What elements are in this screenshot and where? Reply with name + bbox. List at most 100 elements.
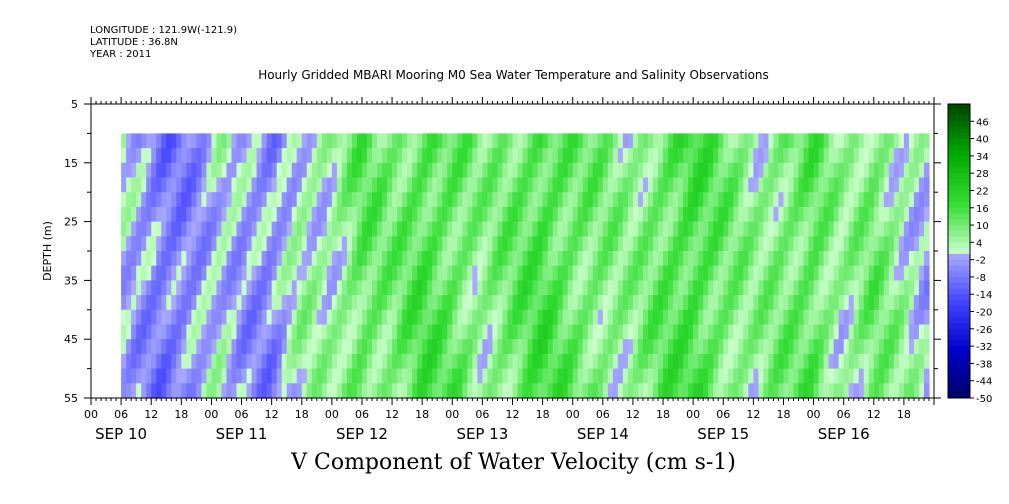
- heatmap-cell: [547, 162, 554, 179]
- heatmap-cell: [477, 265, 483, 281]
- heatmap-cell: [557, 280, 564, 296]
- heatmap-cell: [492, 192, 499, 208]
- heatmap-cell: [582, 148, 589, 164]
- heatmap-cell: [658, 192, 664, 208]
- heatmap-cell: [898, 324, 905, 340]
- heatmap-cell: [392, 221, 398, 237]
- heatmap-cell: [853, 383, 860, 399]
- heatmap-cell: [632, 280, 639, 296]
- heatmap-cell: [858, 206, 865, 223]
- heatmap-cell: [251, 221, 258, 237]
- heatmap-cell: [166, 236, 172, 252]
- heatmap-cell: [256, 148, 263, 164]
- heatmap-cell: [778, 133, 785, 149]
- heatmap-cell: [693, 236, 699, 252]
- heatmap-cell: [768, 177, 775, 193]
- heatmap-cell: [883, 236, 890, 252]
- heatmap-cell: [567, 280, 574, 296]
- heatmap-cell: [537, 133, 544, 149]
- heatmap-cell: [447, 309, 453, 326]
- heatmap-cell: [141, 192, 147, 208]
- heatmap-cell: [858, 133, 865, 149]
- heatmap-cell: [392, 133, 398, 149]
- heatmap-cell: [733, 295, 739, 311]
- heatmap-cell: [683, 251, 689, 267]
- heatmap-cell: [622, 221, 629, 237]
- heatmap-cell: [432, 221, 438, 237]
- heatmap-cell: [532, 368, 539, 384]
- heatmap-cell: [567, 368, 574, 384]
- heatmap-cell: [617, 295, 624, 311]
- heatmap-cell: [266, 221, 273, 237]
- heatmap-cell: [748, 206, 754, 223]
- heatmap-cell: [452, 192, 458, 208]
- heatmap-cell: [221, 324, 228, 340]
- heatmap-cell: [522, 133, 529, 149]
- heatmap-cell: [226, 295, 233, 311]
- heatmap-cell: [718, 251, 724, 267]
- heatmap-cell: [758, 148, 764, 164]
- heatmap-cell: [778, 221, 785, 237]
- heatmap-cell: [366, 221, 373, 237]
- heatmap-cell: [733, 353, 739, 370]
- heatmap-cell: [678, 206, 684, 223]
- heatmap-cell: [467, 133, 473, 149]
- heatmap-cell: [372, 339, 378, 355]
- heatmap-cell: [146, 383, 152, 399]
- heatmap-cell: [236, 309, 243, 326]
- heatmap-cell: [407, 339, 413, 355]
- heatmap-cell: [783, 368, 790, 384]
- heatmap-cell: [427, 221, 433, 237]
- heatmap-cell: [251, 324, 258, 340]
- heatmap-cell: [557, 177, 564, 193]
- heatmap-cell: [888, 148, 895, 164]
- heatmap-cell: [738, 368, 744, 384]
- heatmap-cell: [868, 177, 875, 193]
- heatmap-cell: [542, 192, 549, 208]
- heatmap-cell: [341, 383, 348, 399]
- heatmap-cell: [306, 324, 313, 340]
- heatmap-cell: [647, 309, 654, 326]
- heatmap-cell: [432, 236, 438, 252]
- heatmap-cell: [542, 148, 549, 164]
- heatmap-cell: [286, 221, 293, 237]
- heatmap-cell: [231, 206, 238, 223]
- heatmap-cell: [472, 353, 478, 370]
- heatmap-cell: [201, 251, 208, 267]
- heatmap-cell: [673, 324, 679, 340]
- heatmap-cell: [437, 221, 443, 237]
- heatmap-cell: [858, 177, 865, 193]
- heatmap-cell: [462, 339, 468, 355]
- heatmap-cell: [863, 295, 870, 311]
- heatmap-cell: [653, 265, 659, 281]
- heatmap-cell: [266, 324, 273, 340]
- heatmap-cell: [502, 368, 509, 384]
- heatmap-cell: [422, 133, 428, 149]
- heatmap-cell: [251, 295, 258, 311]
- heatmap-cell: [642, 221, 649, 237]
- heatmap-cell: [673, 383, 679, 399]
- heatmap-cell: [176, 383, 182, 399]
- heatmap-cell: [743, 236, 749, 252]
- heatmap-cell: [903, 383, 910, 399]
- heatmap-cell: [341, 353, 348, 370]
- heatmap-cell: [146, 251, 152, 267]
- heatmap-cell: [552, 368, 559, 384]
- heatmap-cell: [658, 324, 664, 340]
- heatmap-cell: [201, 236, 208, 252]
- heatmap-cell: [201, 309, 208, 326]
- heatmap-cell: [231, 383, 238, 399]
- heatmap-cell: [166, 280, 172, 296]
- heatmap-cell: [226, 133, 233, 149]
- heatmap-cell: [211, 236, 218, 252]
- heatmap-cell: [693, 339, 699, 355]
- heatmap-cell: [512, 295, 519, 311]
- heatmap-cell: [693, 265, 699, 281]
- heatmap-cell: [156, 192, 162, 208]
- heatmap-cell: [136, 221, 142, 237]
- heatmap-cell: [276, 295, 283, 311]
- heatmap-cell: [592, 148, 599, 164]
- heatmap-cell: [647, 265, 654, 281]
- heatmap-cell: [567, 148, 574, 164]
- heatmap-cell: [301, 324, 308, 340]
